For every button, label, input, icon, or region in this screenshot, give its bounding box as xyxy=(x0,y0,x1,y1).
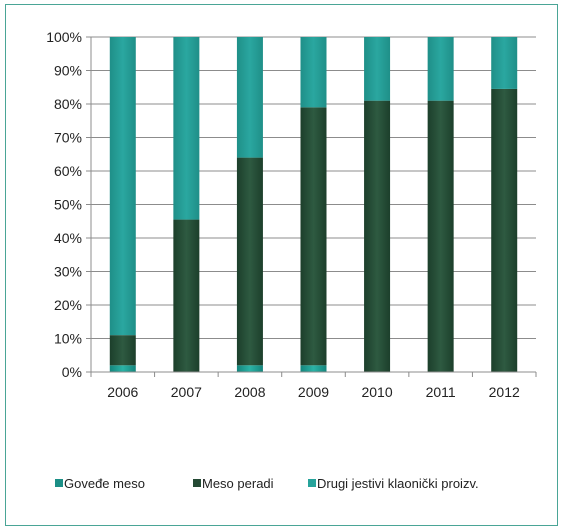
chart-frame xyxy=(5,4,558,526)
legend-label: Meso peradi xyxy=(202,476,274,491)
bar-segment xyxy=(236,37,263,158)
legend-swatch xyxy=(193,479,201,487)
x-tick-label: 2012 xyxy=(489,384,520,400)
legend: Goveđe meso Meso peradi Drugi jestivi klao… xyxy=(55,476,479,491)
x-tick-label: 2009 xyxy=(298,384,329,400)
x-tick-label: 2011 xyxy=(426,384,456,400)
legend-label: Goveđe meso xyxy=(64,476,145,491)
bar-segment xyxy=(173,37,200,220)
legend-label: Drugi jestivi klaonički proizv. xyxy=(317,476,479,491)
x-tick-label: 2008 xyxy=(234,384,265,400)
x-tick-labels: 2006 2007 2008 2009 2010 2011 2012 xyxy=(107,384,520,400)
x-tick-label: 2006 xyxy=(107,384,138,400)
bar-segment xyxy=(427,37,454,101)
bar-segment xyxy=(491,37,518,89)
bar-segment xyxy=(109,365,136,372)
y-tick-label: 40% xyxy=(54,230,82,246)
bar-segment xyxy=(300,107,327,366)
bars xyxy=(109,37,518,373)
legend-swatch xyxy=(308,479,316,487)
x-tick-label: 2010 xyxy=(361,384,392,400)
y-tick-label: 30% xyxy=(54,264,82,280)
bar-segment xyxy=(300,365,327,372)
bar-segment xyxy=(109,37,136,336)
x-tick-label: 2007 xyxy=(171,384,202,400)
y-tick-label: 70% xyxy=(54,130,82,146)
y-tick-label: 50% xyxy=(54,197,82,213)
y-tick-label: 0% xyxy=(62,364,82,380)
y-tick-label: 90% xyxy=(54,63,82,79)
y-tick-label: 60% xyxy=(54,163,82,179)
y-tick-label: 80% xyxy=(54,96,82,112)
bar-segment xyxy=(427,100,454,373)
legend-swatch xyxy=(55,479,63,487)
bar-segment xyxy=(300,37,327,108)
bar-segment xyxy=(109,335,136,366)
axes xyxy=(90,37,537,377)
y-tick-label: 20% xyxy=(54,297,82,313)
bar-segment xyxy=(364,37,391,101)
y-tick-label: 100% xyxy=(46,29,82,45)
bar-segment xyxy=(236,157,263,366)
bar-segment xyxy=(491,88,518,373)
bar-segment xyxy=(364,100,391,373)
y-tick-label: 10% xyxy=(54,331,82,347)
bar-segment xyxy=(173,219,200,372)
bar-segment xyxy=(236,365,263,372)
y-tick-labels: 0% 10% 20% 30% 40% 50% 60% 70% 80% 90% 100% xyxy=(46,29,82,380)
